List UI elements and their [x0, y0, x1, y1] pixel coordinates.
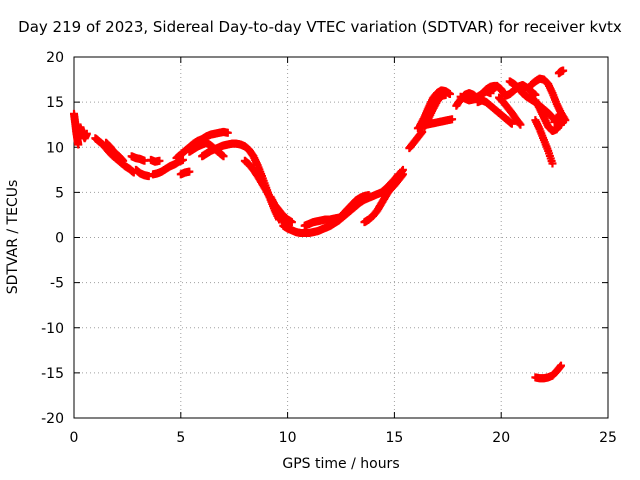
data-point	[398, 170, 407, 179]
data-series	[300, 213, 343, 230]
y-tick-label: 20	[46, 50, 64, 66]
data-point	[559, 66, 568, 75]
y-tick-label: 5	[55, 185, 64, 201]
x-tick-label: 15	[385, 430, 403, 446]
chart-title: Day 219 of 2023, Sidereal Day-to-day VTE…	[18, 18, 622, 36]
data-series	[550, 113, 568, 126]
data-series	[473, 96, 516, 128]
data-point	[507, 119, 516, 128]
y-tick-label: -15	[41, 366, 64, 382]
y-tick-label: 15	[46, 95, 64, 111]
data-series	[554, 66, 568, 78]
y-axis-label: SDTVAR / TECUs	[5, 179, 21, 295]
data-series	[131, 165, 153, 181]
data-series	[176, 167, 194, 179]
data-series	[146, 155, 164, 166]
x-tick-label: 10	[279, 430, 297, 446]
data-series	[381, 170, 407, 199]
data-point	[516, 120, 525, 129]
data-point	[119, 156, 128, 165]
y-tick-label: -20	[41, 411, 64, 427]
data-series	[172, 127, 232, 163]
y-tick-label: 10	[46, 140, 64, 156]
data-point	[185, 167, 194, 176]
data-series	[531, 96, 566, 136]
data-series	[405, 127, 427, 153]
data-point	[557, 361, 566, 370]
x-tick-label: 5	[176, 430, 185, 446]
data-series	[456, 87, 495, 105]
data-series	[495, 93, 525, 129]
data-point	[287, 218, 296, 227]
data-series	[102, 138, 128, 165]
data-series	[531, 361, 566, 383]
data-point	[364, 191, 373, 200]
data-series	[339, 191, 373, 219]
data-series	[420, 90, 450, 132]
data-point	[223, 128, 232, 137]
x-axis-label: GPS time / hours	[282, 456, 400, 472]
y-tick-label: 0	[55, 231, 64, 247]
data-point	[448, 115, 457, 124]
x-tick-label: 0	[70, 430, 79, 446]
y-tick-label: -5	[50, 276, 64, 292]
x-tick-label: 25	[599, 430, 617, 446]
y-tick-label: -10	[41, 321, 64, 337]
data-series	[488, 80, 540, 100]
data-point	[144, 172, 153, 181]
data-point	[74, 140, 83, 149]
data-series	[531, 116, 557, 168]
data-series	[198, 139, 284, 224]
data-point	[559, 117, 568, 126]
data-point	[155, 156, 164, 165]
x-tick-label: 20	[492, 430, 510, 446]
data-series	[127, 152, 149, 165]
data-point	[178, 155, 187, 164]
data-point	[82, 129, 91, 138]
data-point	[441, 90, 450, 99]
data-series	[76, 123, 91, 143]
data-point	[548, 159, 557, 168]
data-point	[334, 213, 343, 222]
data-series	[70, 109, 83, 149]
data-series	[266, 192, 296, 227]
data-point	[219, 152, 228, 161]
